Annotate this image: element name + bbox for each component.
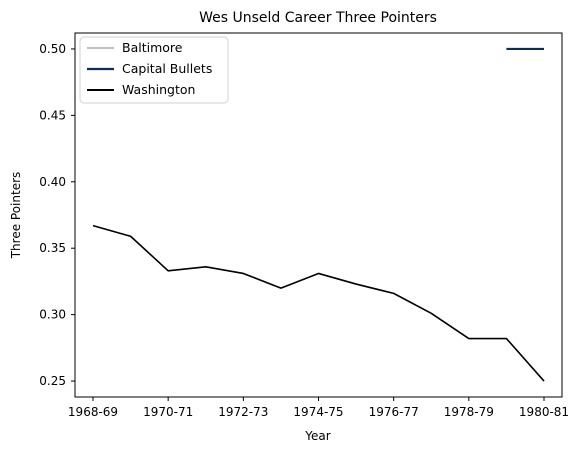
series-line-washington: [92, 224, 545, 382]
legend-label: Washington: [122, 82, 195, 97]
x-tick-label: 1974-75: [293, 405, 343, 419]
y-axis: 0.25 0.30 0.35 0.40 0.45 0.50: [39, 42, 75, 388]
chart-title: Wes Unseld Career Three Pointers: [199, 10, 437, 26]
x-axis: 1968-69 1970-71 1972-73 1974-75 1976-77 1978-…: [68, 397, 569, 419]
x-tick-label: 1978-79: [444, 405, 494, 419]
x-tick-label: 1976-77: [369, 405, 419, 419]
x-axis-label: Year: [304, 429, 330, 443]
legend-box: [79, 36, 229, 104]
y-tick-label: 0.30: [39, 308, 66, 322]
legend-label: Baltimore: [122, 40, 183, 55]
y-tick-label: 0.45: [39, 108, 66, 122]
x-tick-label: 1970-71: [143, 405, 193, 419]
y-tick-label: 0.50: [39, 42, 66, 56]
y-tick-label: 0.35: [39, 241, 66, 255]
x-tick-label: 1968-69: [68, 405, 118, 419]
y-axis-label: Three Pointers: [9, 172, 23, 260]
x-tick-label: 1980-81: [519, 405, 569, 419]
y-tick-label: 0.25: [39, 374, 66, 388]
y-tick-label: 0.40: [39, 175, 66, 189]
x-tick-label: 1972-73: [218, 405, 268, 419]
legend: Baltimore Capital Bullets Washington: [79, 36, 229, 104]
plot-lines: [92, 47, 545, 382]
legend-label: Capital Bullets: [122, 61, 212, 76]
